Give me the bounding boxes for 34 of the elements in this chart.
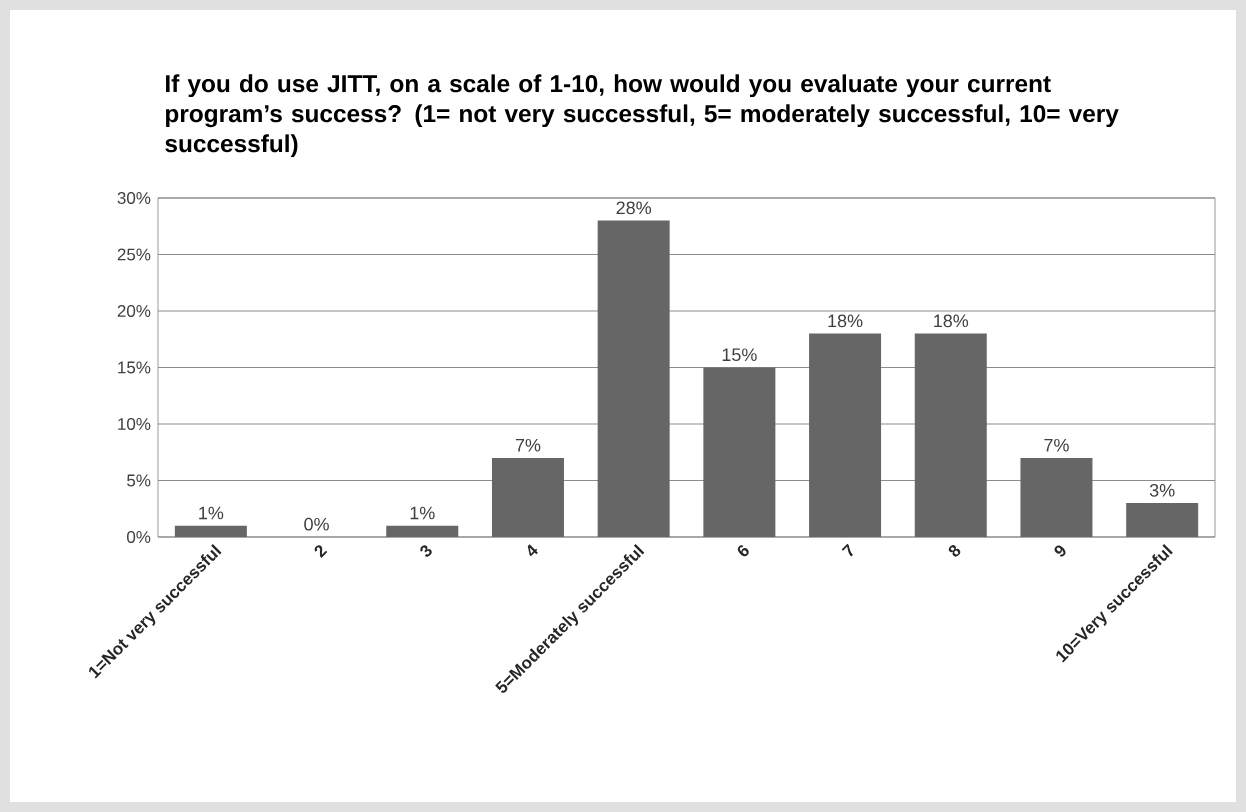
data-label: 3%	[1149, 483, 1175, 497]
x-tick-label: 3	[420, 545, 432, 557]
data-label: 18%	[934, 314, 969, 328]
x-tick-label: 9	[1054, 545, 1066, 557]
y-tick-label: 20%	[117, 304, 151, 317]
bar	[914, 333, 987, 537]
bar	[597, 220, 670, 537]
bar	[703, 367, 776, 537]
bar	[386, 525, 459, 537]
y-tick-label: 25%	[117, 248, 151, 261]
y-tick-label: 30%	[117, 191, 151, 204]
data-label: 28%	[616, 201, 652, 215]
data-label: 1%	[199, 506, 224, 520]
y-tick-label: 0%	[127, 530, 151, 543]
y-tick-label: 15%	[118, 361, 151, 374]
data-label: 18%	[828, 314, 863, 328]
x-tick-label: 7	[841, 543, 853, 557]
bar	[174, 525, 247, 537]
x-tick-label: 8	[948, 545, 961, 557]
data-label: 7%	[515, 438, 541, 452]
data-label: 1%	[410, 506, 435, 520]
data-label: 0%	[304, 517, 329, 531]
bar	[1126, 503, 1199, 537]
bar	[809, 333, 882, 537]
chart-title: If you do use JITT, on a scale of 1-10, how would you evaluate your current program’s success? (1= not very successful, 5= moderately successful, 10= very successful)	[165, 74, 1119, 158]
x-tick-label: 4	[527, 544, 538, 557]
data-label: 15%	[722, 348, 757, 362]
bar	[1020, 457, 1093, 537]
data-label: 7%	[1044, 438, 1069, 452]
bar	[491, 457, 564, 537]
x-tick-label: 6	[737, 545, 749, 557]
x-tick-label: 2	[314, 545, 328, 558]
y-tick-label: 5%	[127, 474, 151, 487]
y-tick-label: 10%	[118, 417, 151, 430]
